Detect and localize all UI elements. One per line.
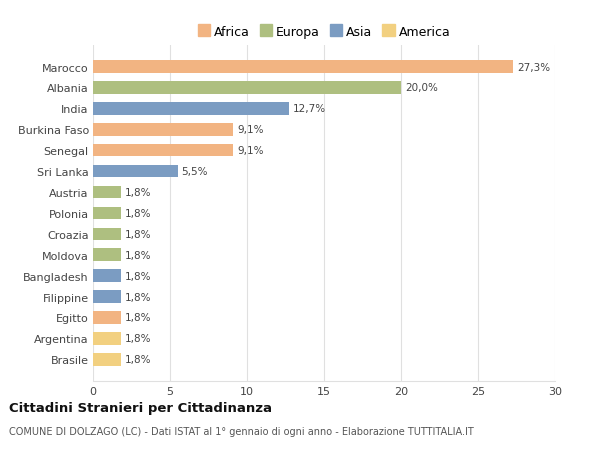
Text: 20,0%: 20,0% — [405, 83, 438, 93]
Bar — [93, 353, 121, 366]
Text: 1,8%: 1,8% — [125, 208, 151, 218]
Bar — [93, 332, 121, 345]
Bar — [93, 312, 121, 324]
Text: 1,8%: 1,8% — [125, 292, 151, 302]
Bar — [93, 291, 121, 303]
Text: 1,8%: 1,8% — [125, 313, 151, 323]
Bar — [93, 82, 401, 95]
Text: 1,8%: 1,8% — [125, 354, 151, 364]
Bar — [93, 103, 289, 115]
Bar — [93, 249, 121, 262]
Bar — [93, 165, 178, 178]
Legend: Africa, Europa, Asia, America: Africa, Europa, Asia, America — [195, 24, 453, 42]
Text: 1,8%: 1,8% — [125, 230, 151, 239]
Bar — [93, 186, 121, 199]
Text: 1,8%: 1,8% — [125, 334, 151, 344]
Text: 1,8%: 1,8% — [125, 271, 151, 281]
Bar — [93, 145, 233, 157]
Text: 9,1%: 9,1% — [237, 125, 263, 135]
Bar — [93, 124, 233, 136]
Text: 9,1%: 9,1% — [237, 146, 263, 156]
Bar — [93, 207, 121, 220]
Bar — [93, 228, 121, 241]
Text: 1,8%: 1,8% — [125, 250, 151, 260]
Text: 1,8%: 1,8% — [125, 188, 151, 197]
Text: 12,7%: 12,7% — [292, 104, 326, 114]
Text: COMUNE DI DOLZAGO (LC) - Dati ISTAT al 1° gennaio di ogni anno - Elaborazione TU: COMUNE DI DOLZAGO (LC) - Dati ISTAT al 1… — [9, 426, 474, 436]
Text: 27,3%: 27,3% — [517, 62, 550, 73]
Bar — [93, 61, 514, 73]
Text: Cittadini Stranieri per Cittadinanza: Cittadini Stranieri per Cittadinanza — [9, 401, 272, 414]
Bar — [93, 270, 121, 282]
Text: 5,5%: 5,5% — [182, 167, 208, 177]
